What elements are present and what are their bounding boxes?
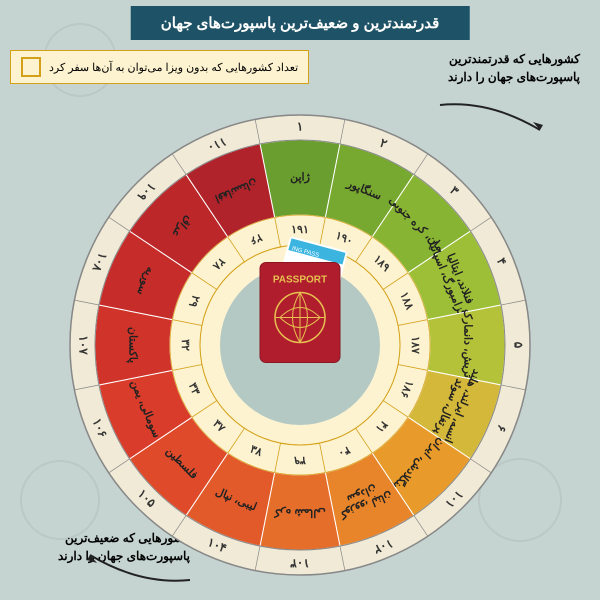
legend-text: تعداد کشورهایی که بدون ویزا می‌توان به آ… <box>49 61 298 74</box>
country-label: کره شمالی <box>273 507 325 519</box>
country-label: ژاپن <box>290 171 310 183</box>
visa-count: ۳۲ <box>179 339 191 351</box>
rank-label: ۱۰۷ <box>76 335 90 355</box>
passport-icon: ING PASS PASSPORT <box>230 228 370 373</box>
visa-count: ۱۸۷ <box>409 336 421 354</box>
legend-swatch <box>21 57 41 77</box>
rank-label: ۱۰۳ <box>290 556 310 570</box>
rank-label: ۵ <box>511 342 525 349</box>
visa-count: ۳۹ <box>294 454 306 466</box>
svg-text:PASSPORT: PASSPORT <box>273 275 327 286</box>
legend-box: تعداد کشورهایی که بدون ویزا می‌توان به آ… <box>10 50 309 84</box>
note-strongest: کشورهایی که قدرتمندترین پاسپورت‌های جهان… <box>420 50 580 86</box>
page-title: قدرتمندترین و ضعیف‌ترین پاسپورت‌های جهان <box>131 6 470 40</box>
country-label: پاکستان <box>127 327 139 363</box>
rank-label: ۱ <box>297 120 303 134</box>
